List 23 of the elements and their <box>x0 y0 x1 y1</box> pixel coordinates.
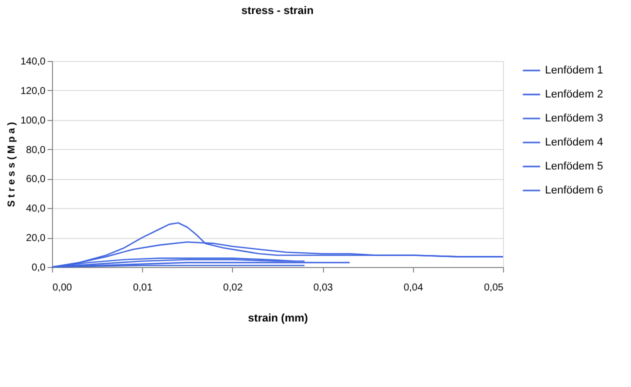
chart-title: stress - strain <box>241 5 314 17</box>
y-tick-label: 20,0 <box>26 233 46 244</box>
y-tick-label: 140,0 <box>20 56 46 68</box>
legend-label: Lenfödem 6 <box>545 184 604 196</box>
x-axis-title: strain (mm) <box>248 312 308 324</box>
x-tick-label: 0,03 <box>313 282 334 294</box>
x-tick-label: 0,02 <box>223 282 244 294</box>
x-tick-label: 0,00 <box>52 282 72 294</box>
x-tick-label: 0,01 <box>132 282 153 294</box>
x-tick-label: 0,05 <box>484 282 504 294</box>
y-tick-label: 0,0 <box>32 262 46 274</box>
legend-label: Lenfödem 3 <box>545 112 604 124</box>
legend-label: Lenfödem 5 <box>545 160 604 172</box>
y-tick-label: 100,0 <box>20 115 46 126</box>
legend-label: Lenfödem 2 <box>545 88 604 100</box>
y-tick-label: 80,0 <box>26 144 46 156</box>
y-tick-label: 120,0 <box>20 86 46 97</box>
x-tick-label: 0,04 <box>404 282 424 294</box>
y-tick-label: 40,0 <box>26 204 46 215</box>
legend-label: Lenfödem 4 <box>545 136 604 148</box>
y-axis-title: S t r e s s ( M p a ) <box>6 122 18 208</box>
legend-label: Lenfödem 1 <box>545 64 604 76</box>
y-tick-label: 60,0 <box>26 174 46 186</box>
